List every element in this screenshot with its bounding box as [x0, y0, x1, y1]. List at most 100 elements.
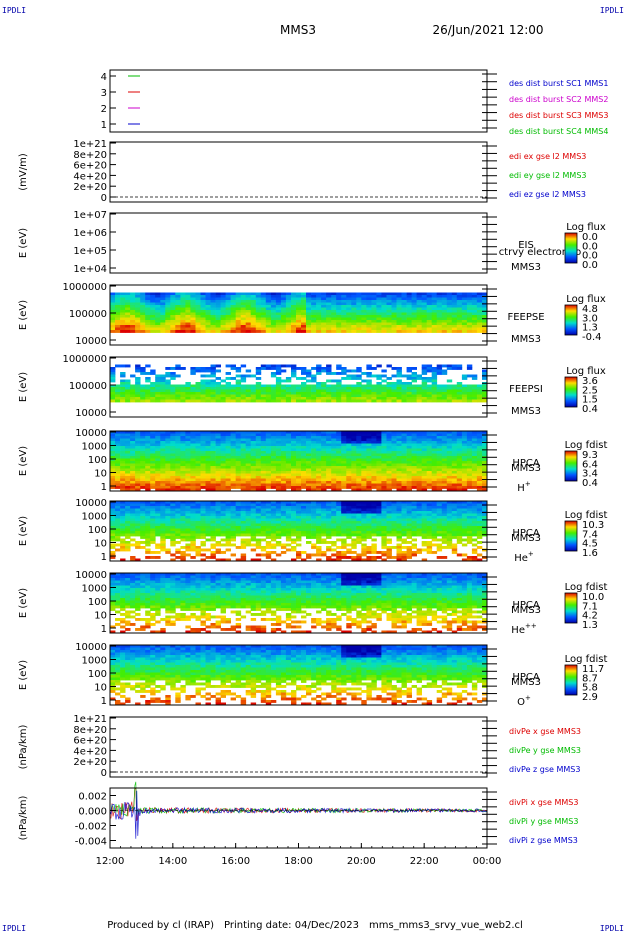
heatmap-cells-hpca_he: [110, 501, 487, 561]
legend-entry: divPi y gse MMS3: [509, 817, 578, 826]
ytick-label: 1e+21: [73, 714, 107, 725]
panel-divpe: 1e+218e+206e+204e+202e+200(nPa/km)divPe …: [18, 714, 581, 779]
corner-label-bottom-left: IPDLI: [2, 924, 26, 933]
panel-frame: [110, 788, 487, 848]
ytick-label: 1: [101, 552, 107, 563]
legend-entry: divPe x gse MMS3: [509, 727, 581, 736]
spacecraft-label-feepsi: MMS3: [511, 406, 541, 417]
ytick-label: 1: [101, 482, 107, 493]
spacecraft-label-hpca_h: MMS3: [511, 463, 541, 474]
spacecraft-label-eis: MMS3: [511, 262, 541, 273]
ytick-label: 8e+20: [73, 150, 107, 161]
corner-label-top-left: IPDLI: [2, 6, 26, 15]
colorbar-feepsi: [565, 377, 577, 407]
colorbar-eis: [565, 233, 577, 263]
ytick-label: 1: [101, 696, 107, 707]
ylabel-hpca_he: E (eV): [18, 516, 29, 546]
ylabel-hpca_o: E (eV): [18, 660, 29, 690]
ylabel-hpca_hepp: E (eV): [18, 588, 29, 618]
ytick-label: 10000: [75, 428, 107, 439]
panel-frame: [110, 142, 487, 202]
species-label-hpca_he: He+: [514, 550, 534, 564]
xtick-label: 00:00: [473, 856, 502, 867]
spacecraft-title: MMS3: [280, 23, 316, 37]
legend-entry: divPi z gse MMS3: [509, 836, 578, 845]
ytick-label: 100: [88, 597, 107, 608]
ytick-label: 1e+06: [73, 228, 107, 239]
panels: 4 3 2 1 des dist burst SC1 MMS1 des dist burs…: [18, 70, 608, 848]
colorbar-hpca_h: [565, 451, 577, 481]
instrument-label-feepsi: FEEPSI: [509, 384, 543, 395]
footer-printing-date: Printing date: 04/Dec/2023: [224, 920, 359, 931]
ylabel-feepsi: E (eV): [18, 372, 29, 402]
ytick-label: 1: [101, 624, 107, 635]
heatmap-cells-hpca_hepp: [110, 573, 487, 633]
panel-frame: [110, 70, 487, 132]
ytick-label: 2e+20: [73, 182, 107, 193]
legend-entry: des dist burst SC4 MMS4: [509, 127, 608, 136]
species-label-hpca_o: O+: [517, 694, 531, 708]
ytick-label: 4e+20: [73, 746, 107, 757]
xtick-label: 14:00: [158, 856, 187, 867]
footer-script-name: mms_mms3_srvy_vue_web2.cl: [369, 920, 523, 931]
ytick-label: 100: [88, 525, 107, 536]
footer-produced-by: Produced by cl (IRAP): [107, 920, 214, 931]
heatmap-cells-feepsi: [110, 365, 487, 403]
ytick-label: 100000: [69, 309, 107, 320]
xtick-label: 22:00: [410, 856, 439, 867]
colorbar-hpca_he: [565, 521, 577, 551]
ytick-label: 10: [94, 683, 107, 694]
legend-entry: des dist burst SC1 MMS1: [509, 79, 608, 88]
ylabel-edi: (mV/m): [18, 153, 29, 191]
legend-entry: divPi x gse MMS3: [509, 798, 578, 807]
ytick-label: 100000: [69, 381, 107, 392]
colorbar-tick-label: 2.9: [582, 692, 598, 703]
ylabel-eis: E (eV): [18, 228, 29, 258]
colorbar-tick-label: 0.4: [582, 404, 598, 415]
ytick-label: 2: [101, 104, 107, 115]
ytick-label: 1e+21: [73, 139, 107, 150]
ytick-label: 1000000: [62, 354, 107, 365]
ytick-label: 10000: [75, 336, 107, 347]
ytick-label: 1000: [82, 442, 107, 453]
ytick-label: 10000: [75, 498, 107, 509]
ytick-label: 4: [101, 72, 107, 83]
corner-label-top-right: IPDLI: [600, 6, 624, 15]
colorbar-hpca_hepp: [565, 593, 577, 623]
ylabel-hpca_h: E (eV): [18, 446, 29, 476]
legend-entry: edi ex gse l2 MMS3: [509, 152, 586, 161]
date-title: 26/Jun/2021 12:00: [432, 23, 543, 37]
ylabel-divpe: (nPa/km): [18, 725, 29, 770]
panel-frame: [110, 213, 487, 273]
ytick-label: 1000: [82, 512, 107, 523]
spacecraft-label-hpca_he: MMS3: [511, 533, 541, 544]
ytick-label: 3: [101, 88, 107, 99]
xtick-label: 12:00: [96, 856, 125, 867]
ytick-label: 0: [101, 768, 107, 779]
heatmap-cells-hpca_h: [110, 431, 487, 491]
colorbar-tick-label: 1.6: [582, 548, 598, 559]
legend-entry: des dist burst SC3 MMS3: [509, 111, 608, 120]
ytick-label: 10000: [75, 570, 107, 581]
instrument-label-feepse: FEEPSE: [507, 312, 544, 323]
ytick-label: 10: [94, 539, 107, 550]
ytick-label: 10000: [75, 408, 107, 419]
colorbar-feepse: [565, 305, 577, 335]
ytick-label: 0.002: [78, 792, 107, 803]
species-label-hpca_h: H+: [517, 480, 531, 494]
colorbar-hpca_o: [565, 665, 577, 695]
legend-entry: divPe y gse MMS3: [509, 746, 581, 755]
ytick-label: 4e+20: [73, 171, 107, 182]
corner-label-bottom-right: IPDLI: [600, 924, 624, 933]
ytick-label: 8e+20: [73, 725, 107, 736]
xtick-label: 16:00: [221, 856, 250, 867]
colorbar-tick-label: -0.4: [582, 332, 602, 343]
ytick-label: 100: [88, 669, 107, 680]
colorbar-tick-label: 0.4: [582, 478, 598, 489]
legend-entry: des dist burst SC2 MMS2: [509, 95, 608, 104]
ytick-label: 0: [101, 193, 107, 204]
